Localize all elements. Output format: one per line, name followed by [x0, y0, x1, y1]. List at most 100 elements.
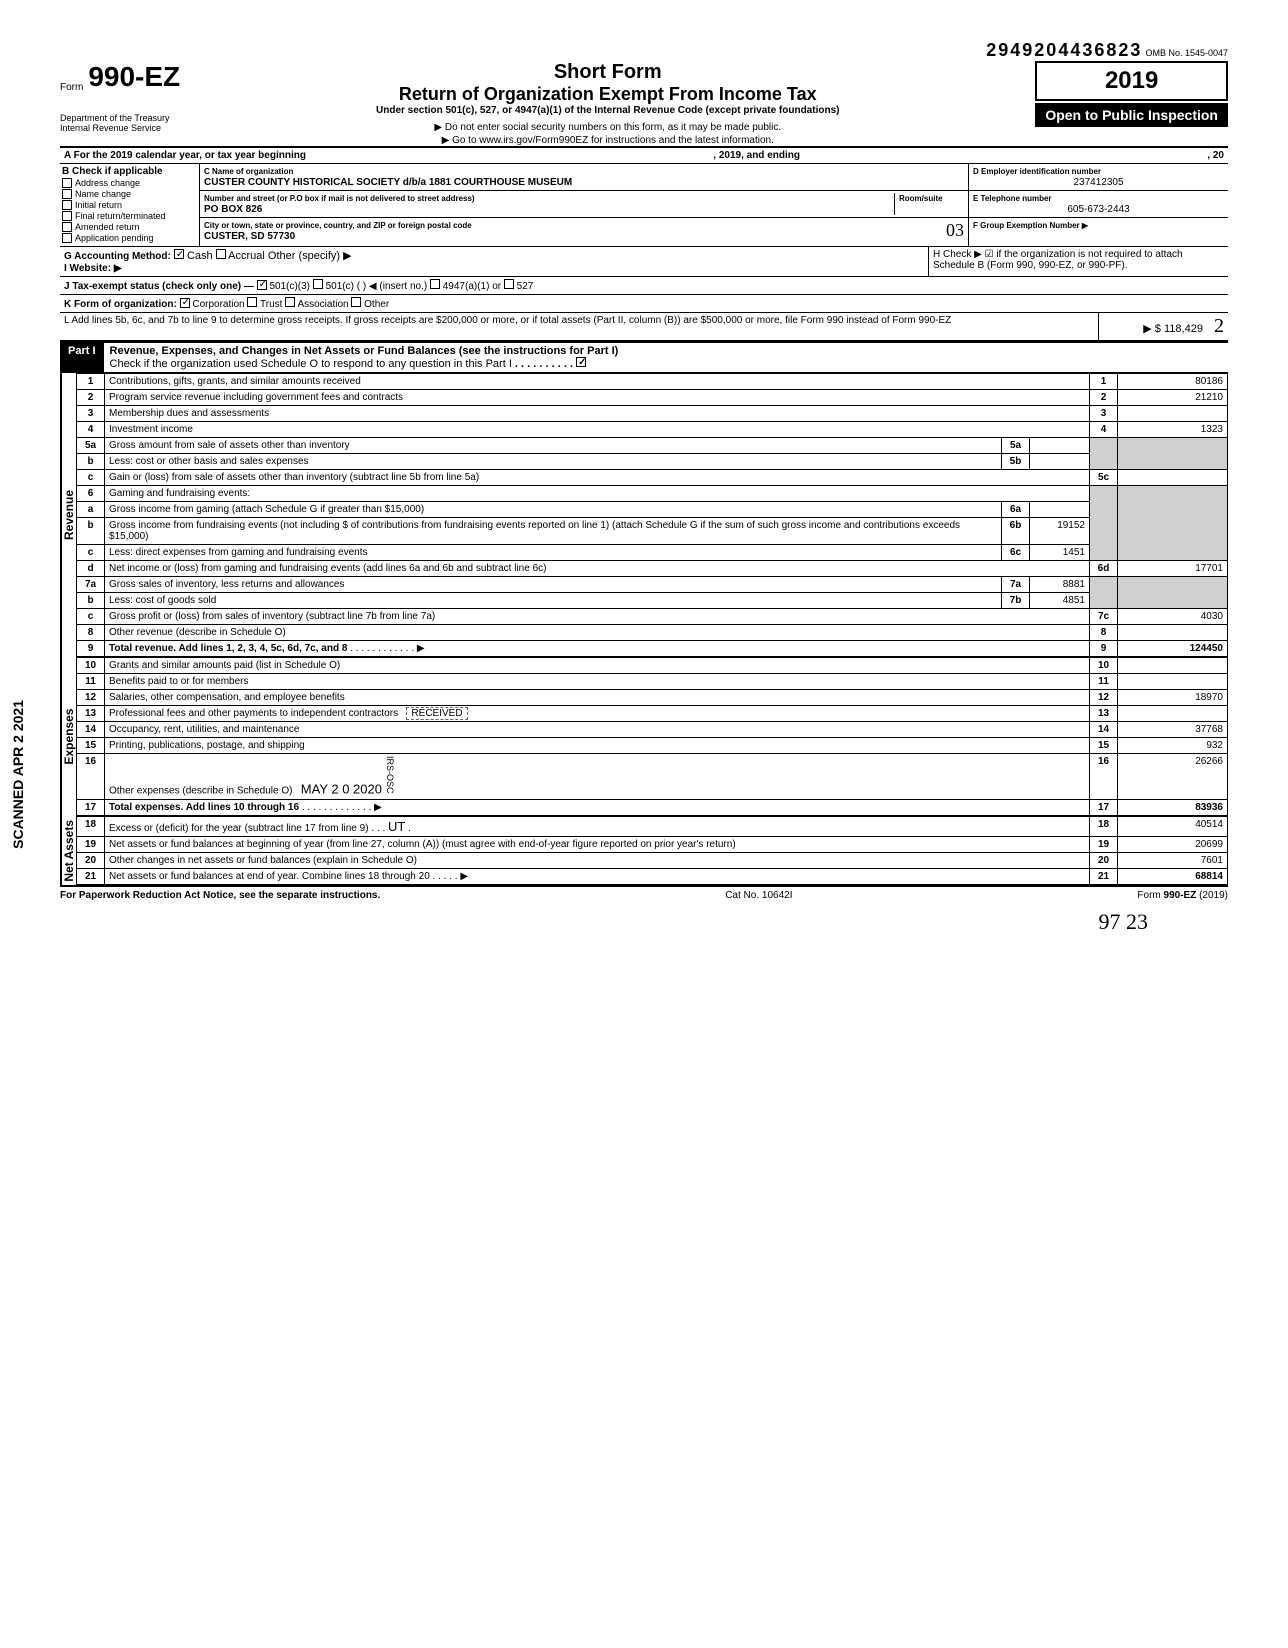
line-16: 16Other expenses (describe in Schedule O… [77, 754, 1228, 800]
chk-initial-return[interactable] [62, 200, 72, 210]
addr-value: PO BOX 826 [204, 204, 262, 215]
line-5b: bLess: cost or other basis and sales exp… [77, 454, 1228, 470]
chk-accrual[interactable] [216, 249, 226, 259]
footer-right: Form 990-EZ (2019) [1137, 890, 1228, 901]
room-label: Room/suite [899, 194, 943, 203]
row-j: J Tax-exempt status (check only one) — 5… [60, 277, 1228, 295]
header-row: Form 990-EZ Department of the Treasury I… [60, 61, 1228, 146]
chk-assoc[interactable] [285, 297, 295, 307]
line-3: 3Membership dues and assessments3 [77, 406, 1228, 422]
chk-address-change[interactable] [62, 178, 72, 188]
dln-number: 2949204436823 [986, 40, 1142, 60]
revenue-section: Revenue 1Contributions, gifts, grants, a… [60, 373, 1228, 657]
expenses-section: Expenses 10Grants and similar amounts pa… [60, 657, 1228, 816]
line-11: 11Benefits paid to or for members11 [77, 674, 1228, 690]
netassets-section: Net Assets 18Excess or (deficit) for the… [60, 816, 1228, 888]
col-b: B Check if applicable Address change Nam… [60, 164, 200, 246]
col-de: D Employer identification number 2374123… [968, 164, 1228, 246]
line-5c: cGain or (loss) from sale of assets othe… [77, 470, 1228, 486]
short-form-label: Short Form [180, 61, 1035, 84]
city-value: CUSTER, SD 57730 [204, 231, 295, 242]
dept-treasury: Department of the Treasury [60, 113, 180, 123]
line-8: 8Other revenue (describe in Schedule O)8 [77, 625, 1228, 641]
line-6b: bGross income from fundraising events (n… [77, 518, 1228, 545]
chk-name-change[interactable] [62, 189, 72, 199]
notice-ssn: ▶ Do not enter social security numbers o… [180, 122, 1035, 133]
j-label: J Tax-exempt status (check only one) — [64, 281, 254, 292]
subtitle: Under section 501(c), 527, or 4947(a)(1)… [180, 105, 1035, 116]
chk-amended[interactable] [62, 222, 72, 232]
row-k: K Form of organization: Corporation Trus… [60, 295, 1228, 313]
e-label: E Telephone number [973, 194, 1052, 203]
part1-label: Part I [60, 343, 104, 372]
tax-year: 20201919 [1047, 67, 1216, 95]
line-20: 20Other changes in net assets or fund ba… [77, 852, 1228, 868]
chk-final-return[interactable] [62, 211, 72, 221]
line-14: 14Occupancy, rent, utilities, and mainte… [77, 722, 1228, 738]
gross-receipts: 118,429 [1164, 323, 1203, 335]
stamp-received: RECEIVED [406, 707, 467, 720]
netassets-table: 18Excess or (deficit) for the year (subt… [76, 816, 1228, 886]
stamp-ut: UT [388, 819, 405, 834]
line-21: 21Net assets or fund balances at end of … [77, 868, 1228, 884]
stamp-date: MAY 2 0 2020 [301, 782, 382, 797]
line-17: 17Total expenses. Add lines 10 through 1… [77, 799, 1228, 815]
netassets-label: Net Assets [61, 816, 76, 886]
line-6a: aGross income from gaming (attach Schedu… [77, 502, 1228, 518]
line-5a: 5aGross amount from sale of assets other… [77, 438, 1228, 454]
g-label: G Accounting Method: [64, 251, 171, 262]
i-label: I Website: ▶ [64, 263, 122, 274]
open-public: Open to Public Inspection [1035, 103, 1228, 127]
row-l: L Add lines 5b, 6c, and 7b to line 9 to … [60, 313, 1228, 341]
phone: 605-673-2443 [973, 204, 1224, 215]
f-label: F Group Exemption Number ▶ [973, 221, 1088, 230]
chk-trust[interactable] [247, 297, 257, 307]
chk-schedule-o[interactable] [576, 357, 586, 367]
chk-527[interactable] [504, 279, 514, 289]
scanned-stamp: SCANNED APR 2 2021 [10, 700, 26, 849]
line-2: 2Program service revenue including gover… [77, 390, 1228, 406]
stamp-irs: IRS-OSC [385, 756, 395, 794]
line-a-begin: A For the 2019 calendar year, or tax yea… [64, 150, 306, 161]
chk-other[interactable] [351, 297, 361, 307]
c-label: C Name of organization [204, 167, 293, 176]
line-6d: dNet income or (loss) from gaming and fu… [77, 561, 1228, 577]
chk-4947[interactable] [430, 279, 440, 289]
part1-check-text: Check if the organization used Schedule … [110, 358, 512, 370]
line-13: 13Professional fees and other payments t… [77, 706, 1228, 722]
footer-mid: Cat No. 10642I [725, 890, 792, 901]
chk-cash[interactable] [174, 249, 184, 259]
line-a-end: , 20 [1207, 150, 1224, 161]
part1-header: Part I Revenue, Expenses, and Changes in… [60, 341, 1228, 373]
revenue-table: 1Contributions, gifts, grants, and simil… [76, 373, 1228, 657]
footer-left: For Paperwork Reduction Act Notice, see … [60, 890, 380, 901]
line-10: 10Grants and similar amounts paid (list … [77, 658, 1228, 674]
b-header: B Check if applicable [62, 166, 197, 177]
line-4: 4Investment income41323 [77, 422, 1228, 438]
chk-pending[interactable] [62, 233, 72, 243]
line-12: 12Salaries, other compensation, and empl… [77, 690, 1228, 706]
form-page: SCANNED APR 2 2021 2949204436823 OMB No.… [0, 0, 1288, 975]
h-text: H Check ▶ ☑ if the organization is not r… [928, 247, 1228, 276]
line-9: 9Total revenue. Add lines 1, 2, 3, 4, 5c… [77, 641, 1228, 657]
main-title: Return of Organization Exempt From Incom… [180, 84, 1035, 105]
line-19: 19Net assets or fund balances at beginni… [77, 836, 1228, 852]
chk-501c[interactable] [313, 279, 323, 289]
chk-501c3[interactable] [257, 280, 267, 290]
d-label: D Employer identification number [973, 167, 1101, 176]
line-7c: cGross profit or (loss) from sales of in… [77, 609, 1228, 625]
line-6: 6Gaming and fundraising events: [77, 486, 1228, 502]
line-15: 15Printing, publications, postage, and s… [77, 738, 1228, 754]
omb-number: OMB No. 1545-0047 [1145, 48, 1228, 58]
info-grid: B Check if applicable Address change Nam… [60, 164, 1228, 247]
line-a-mid: , 2019, and ending [713, 150, 800, 161]
revenue-label: Revenue [61, 373, 76, 657]
line-1: 1Contributions, gifts, grants, and simil… [77, 374, 1228, 390]
notice-url: ▶ Go to www.irs.gov/Form990EZ for instru… [180, 135, 1035, 146]
line-6c: cLess: direct expenses from gaming and f… [77, 545, 1228, 561]
line-a: A For the 2019 calendar year, or tax yea… [60, 146, 1228, 164]
chk-corp[interactable] [180, 298, 190, 308]
page-footer: For Paperwork Reduction Act Notice, see … [60, 887, 1228, 901]
org-name: CUSTER COUNTY HISTORICAL SOCIETY d/b/a 1… [204, 177, 572, 188]
line-7a: 7aGross sales of inventory, less returns… [77, 577, 1228, 593]
